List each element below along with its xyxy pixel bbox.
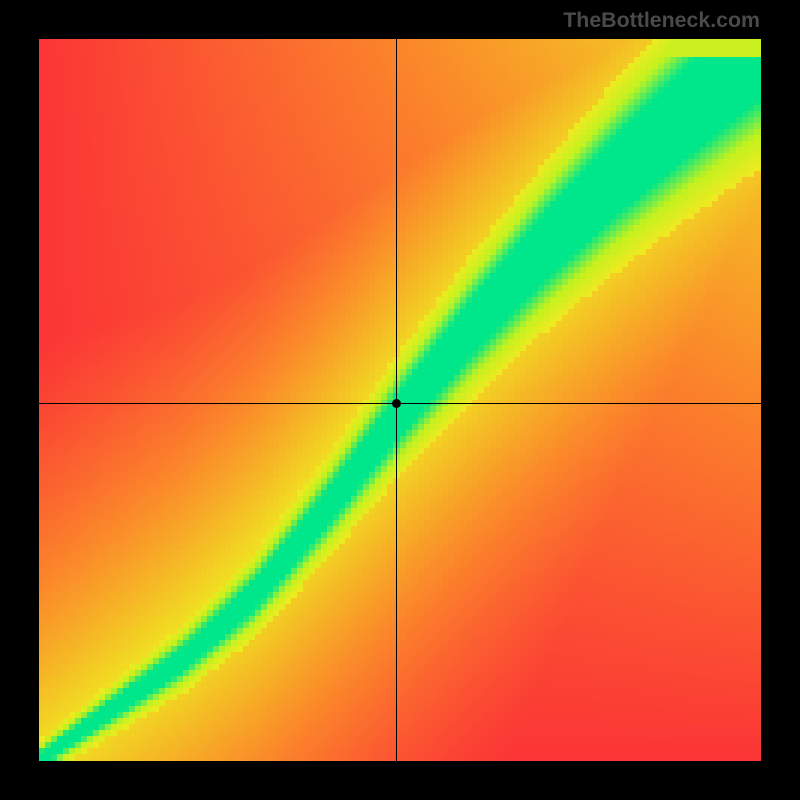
crosshair-marker <box>392 399 401 408</box>
attribution-text: TheBottleneck.com <box>563 8 760 33</box>
chart-stage: TheBottleneck.com <box>0 0 800 800</box>
